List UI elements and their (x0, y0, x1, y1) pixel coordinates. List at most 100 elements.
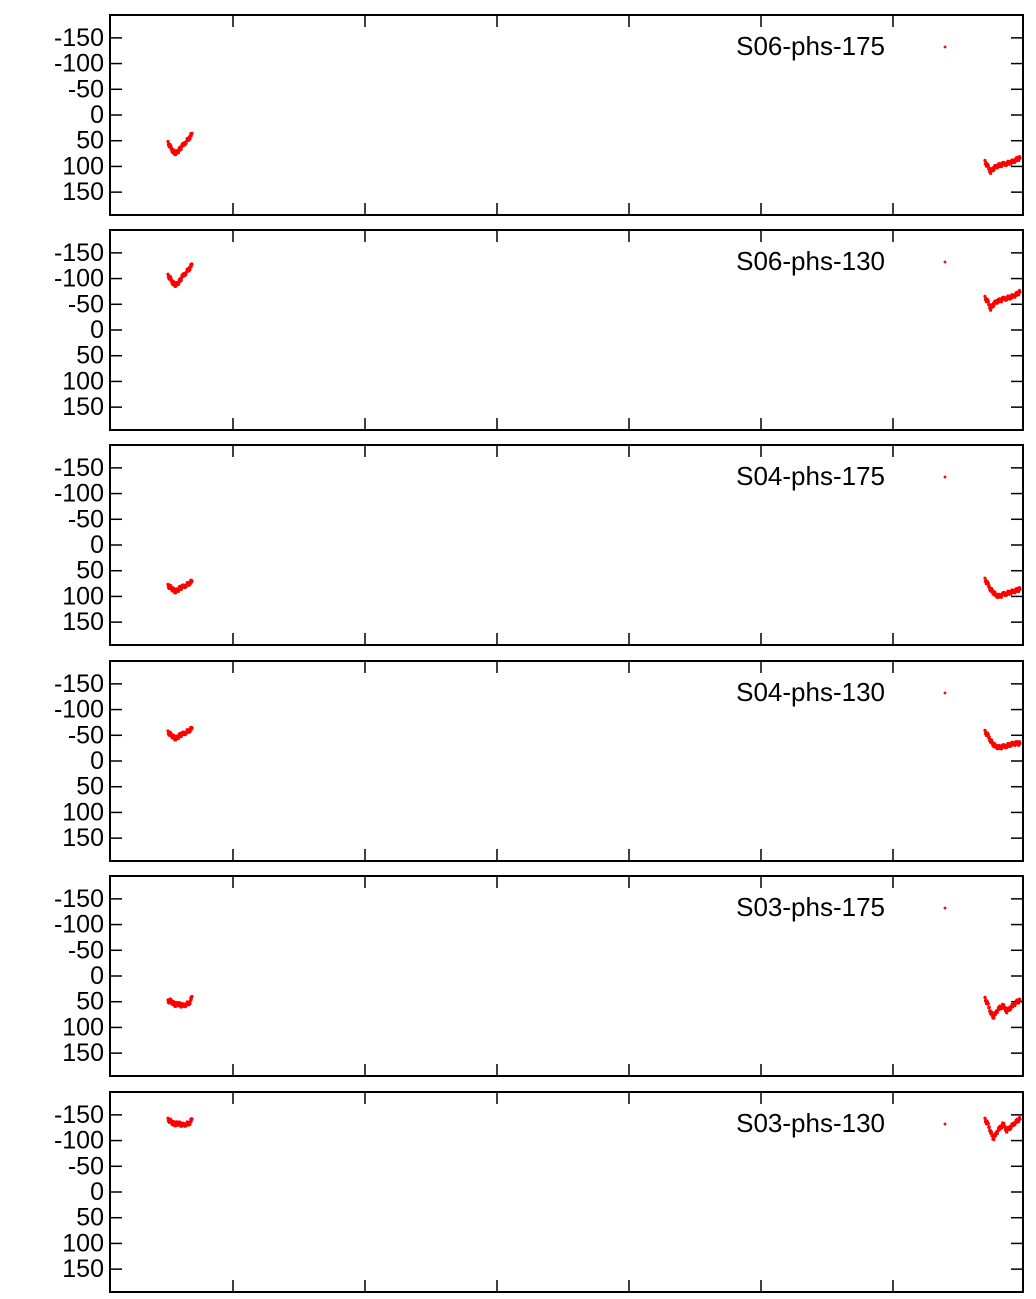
data-point (189, 997, 193, 1002)
y-tick-label: 100 (62, 1013, 104, 1041)
data-point (992, 1137, 996, 1142)
y-tick-label: 100 (62, 152, 104, 180)
data-point (188, 137, 192, 141)
data-point (1003, 1005, 1007, 1010)
plot-frame (109, 875, 1024, 1077)
y-tick-label: -50 (68, 936, 104, 964)
data-point (190, 994, 194, 999)
legend-label: S06-phs-130 (736, 246, 885, 276)
legend-marker (943, 1122, 947, 1126)
y-tick-label: 50 (76, 773, 104, 801)
data-point (190, 131, 194, 136)
y-tick-label: -150 (54, 1101, 104, 1129)
data-point (989, 1010, 994, 1014)
data-point (1003, 1124, 1007, 1128)
y-tick-label: 150 (62, 608, 104, 636)
data-point (999, 1126, 1004, 1130)
legend-label: S03-phs-175 (736, 892, 885, 922)
y-tick-label: 50 (76, 342, 104, 370)
y-tick-label: -150 (54, 454, 104, 482)
data-point (1018, 1117, 1022, 1121)
y-tick-label: 50 (76, 1204, 104, 1232)
y-tick-label: 0 (90, 747, 104, 775)
legend-label: S06-phs-175 (736, 31, 885, 61)
data-point (986, 732, 990, 736)
y-tick-label: 0 (90, 962, 104, 990)
plot-frame (109, 229, 1024, 431)
legend-label: S04-phs-130 (736, 677, 885, 707)
y-tick-label: -100 (54, 696, 104, 724)
y-tick-label: 100 (62, 582, 104, 610)
data-point (184, 272, 188, 276)
data-point (986, 1002, 990, 1006)
data-point (987, 1005, 991, 1009)
data-point (1018, 290, 1022, 294)
data-point (184, 141, 188, 146)
data-point (992, 1016, 996, 1020)
plot-frame (109, 14, 1024, 216)
data-point (190, 1117, 194, 1121)
data-point (179, 278, 183, 282)
legend-marker (943, 475, 947, 479)
data-point (188, 267, 192, 271)
data-point (987, 1125, 991, 1129)
plot-frame (109, 660, 1024, 862)
y-tick-label: 150 (62, 1255, 104, 1283)
data-point (995, 1131, 999, 1136)
y-tick-label: -150 (54, 885, 104, 913)
y-tick-label: 0 (90, 531, 104, 559)
y-tick-label: -50 (68, 1152, 104, 1180)
data-point (190, 579, 194, 583)
plot-frame (109, 1091, 1024, 1293)
legend-label: S04-phs-175 (736, 461, 885, 491)
legend-label: S03-phs-130 (736, 1108, 885, 1138)
y-tick-label: 0 (90, 316, 104, 344)
legend-marker (943, 45, 947, 49)
y-tick-label: 100 (62, 367, 104, 395)
data-point (987, 735, 991, 739)
y-tick-label: 150 (62, 824, 104, 852)
data-point (1002, 1121, 1006, 1125)
y-tick-label: 50 (76, 127, 104, 155)
y-tick-label: 50 (76, 557, 104, 585)
data-point (190, 262, 194, 266)
y-tick-label: -50 (68, 75, 104, 103)
y-tick-label: -50 (68, 505, 104, 533)
y-tick-label: -50 (68, 290, 104, 318)
y-tick-label: 150 (62, 393, 104, 421)
data-point (986, 299, 990, 303)
y-tick-label: -150 (54, 24, 104, 52)
y-tick-label: -50 (68, 721, 104, 749)
y-tick-label: 100 (62, 1229, 104, 1257)
y-tick-label: 0 (90, 1178, 104, 1206)
data-point (989, 308, 993, 312)
y-tick-label: 150 (62, 1039, 104, 1067)
data-point (190, 726, 194, 730)
y-tick-label: -150 (54, 670, 104, 698)
y-tick-label: -100 (54, 911, 104, 939)
y-tick-label: 100 (62, 798, 104, 826)
data-point (1018, 587, 1022, 591)
legend-marker (943, 906, 947, 910)
data-point (1018, 156, 1022, 160)
plot-frame (109, 444, 1024, 646)
data-point (188, 1122, 192, 1126)
data-point (1018, 999, 1022, 1003)
y-tick-label: -150 (54, 239, 104, 267)
data-point (986, 1121, 990, 1126)
y-tick-label: -100 (54, 265, 104, 293)
legend-marker (943, 691, 947, 695)
y-tick-label: -100 (54, 1127, 104, 1155)
y-tick-label: 0 (90, 101, 104, 129)
data-point (995, 1010, 999, 1015)
y-tick-label: -100 (54, 480, 104, 508)
y-tick-label: 150 (62, 178, 104, 206)
y-tick-label: -100 (54, 50, 104, 78)
